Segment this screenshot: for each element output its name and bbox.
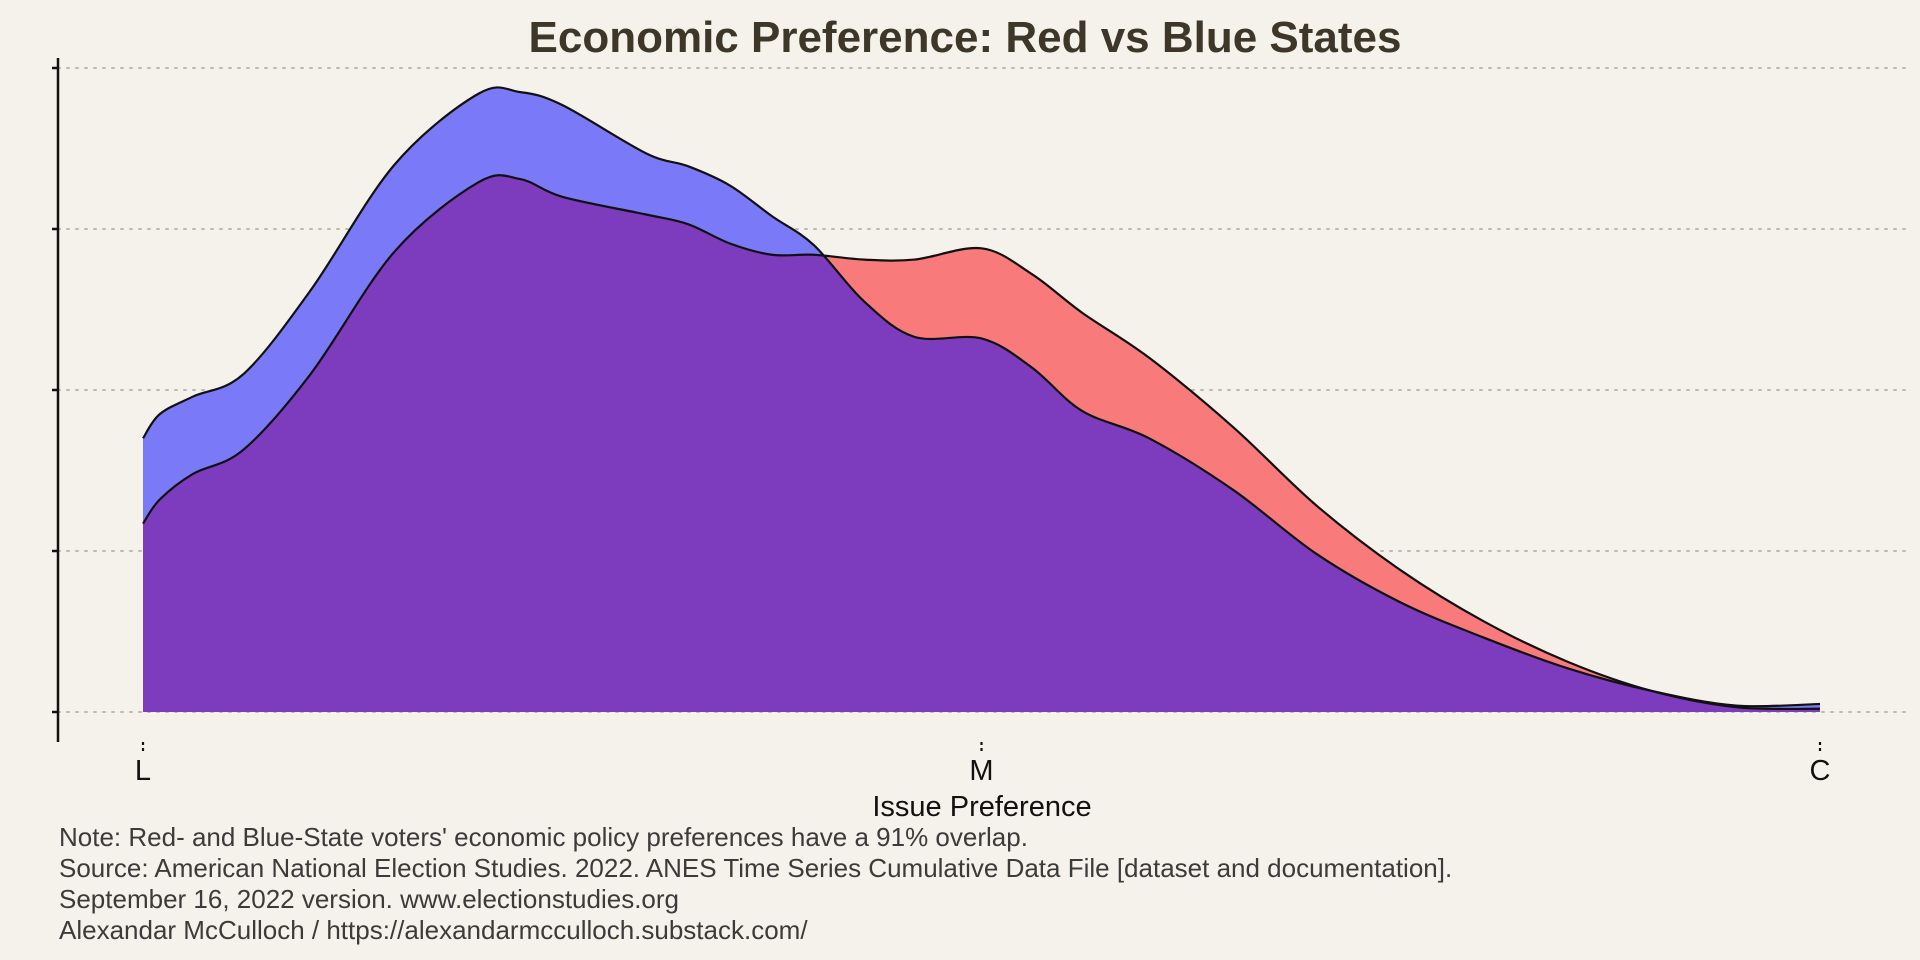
note-author: Alexandar McCulloch / https://alexandarm… bbox=[59, 915, 808, 945]
density-chart: L M C Economic Preference: Red vs Blue Sta… bbox=[52, 13, 1911, 820]
note-source: Source: American National Election Studi… bbox=[59, 853, 1453, 883]
note-source-version: September 16, 2022 version. www.election… bbox=[59, 884, 680, 914]
chart-notes: Note: Red- and Blue-State voters' econom… bbox=[59, 822, 1879, 946]
x-axis-label: Issue Preference bbox=[872, 791, 1091, 820]
series-line-blue-states bbox=[142, 86, 1821, 708]
x-tick-label: M bbox=[969, 755, 993, 787]
x-tick-label: L bbox=[135, 755, 151, 787]
overlap-area bbox=[143, 175, 1820, 712]
note-overlap: Note: Red- and Blue-State voters' econom… bbox=[59, 822, 1028, 852]
chart-title: Economic Preference: Red vs Blue States bbox=[529, 13, 1402, 62]
series-line-red-states bbox=[142, 174, 1821, 711]
x-tick-label: C bbox=[1810, 755, 1831, 787]
series-layer bbox=[142, 86, 1821, 712]
y-axis-ticks bbox=[52, 66, 58, 714]
